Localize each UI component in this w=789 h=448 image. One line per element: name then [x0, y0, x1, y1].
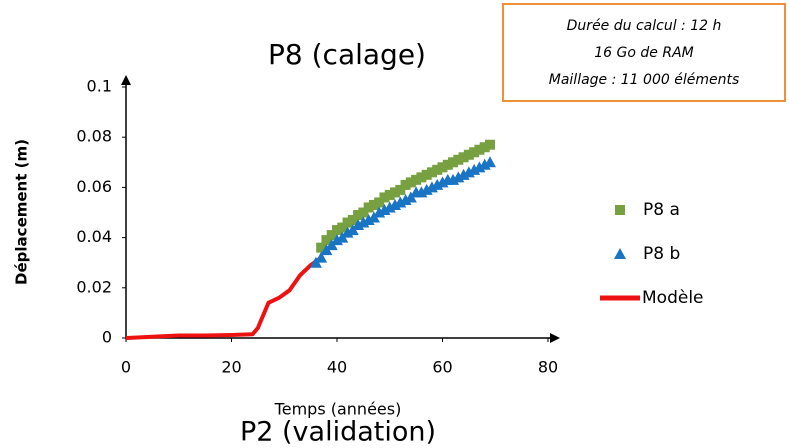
point: [316, 242, 327, 253]
point: [421, 169, 432, 180]
legend-swatch: [615, 205, 625, 215]
y-tick-label: 0.04: [76, 227, 112, 246]
x-axis-arrow: [550, 333, 560, 343]
point: [469, 147, 480, 158]
point: [474, 144, 485, 155]
point: [390, 187, 401, 198]
point: [315, 251, 328, 263]
point: [484, 139, 495, 150]
point: [379, 192, 390, 203]
point: [342, 217, 353, 228]
point: [437, 162, 448, 173]
point: [347, 215, 358, 226]
chart-title: P8 (calage): [268, 38, 426, 71]
point: [479, 142, 490, 153]
x-tick-label: 60: [432, 358, 452, 377]
annotation: Maillage : 11 000 éléments: [549, 72, 739, 88]
y-tick-label: 0.02: [76, 277, 112, 296]
y-tick-label: 0: [102, 328, 112, 347]
point: [426, 167, 437, 178]
y-tick-label: 0.1: [87, 77, 112, 96]
legend-label: P8 a: [643, 200, 680, 220]
point: [448, 157, 459, 168]
point: [442, 159, 453, 170]
legend-label: P8 b: [643, 244, 680, 264]
point: [416, 172, 427, 183]
point: [483, 156, 496, 168]
x-tick-label: 80: [538, 358, 558, 377]
annotation: 16 Go de RAM: [594, 45, 693, 61]
point: [374, 197, 385, 208]
legend-swatch: [614, 248, 626, 259]
y-tick-label: 0.06: [76, 177, 112, 196]
next-chart-title: P2 (validation): [240, 417, 436, 448]
point: [411, 174, 422, 185]
x-tick-label: 20: [221, 358, 241, 377]
point: [326, 230, 337, 241]
point: [432, 164, 443, 175]
model-line: [125, 256, 323, 340]
y-axis-arrow: [121, 75, 131, 85]
legend-label: Modèle: [642, 288, 704, 308]
point: [458, 152, 469, 163]
x-tick-label: 0: [121, 358, 131, 377]
x-tick-label: 40: [327, 358, 347, 377]
annotation: Durée du calcul : 12 h: [567, 18, 722, 34]
x-axis-label: Temps (années): [274, 400, 402, 419]
point: [463, 149, 474, 160]
y-axis-label: Déplacement (m): [13, 139, 31, 285]
point: [337, 222, 348, 233]
point: [353, 210, 364, 221]
y-tick-label: 0.08: [76, 127, 112, 146]
point: [368, 199, 379, 210]
point: [453, 154, 464, 165]
annotation-box: [502, 3, 786, 102]
point: [332, 225, 342, 236]
point: [405, 177, 416, 188]
point: [395, 184, 406, 195]
point: [363, 202, 374, 213]
point: [321, 235, 332, 246]
point: [358, 207, 369, 218]
point: [384, 189, 395, 200]
point: [400, 179, 411, 190]
